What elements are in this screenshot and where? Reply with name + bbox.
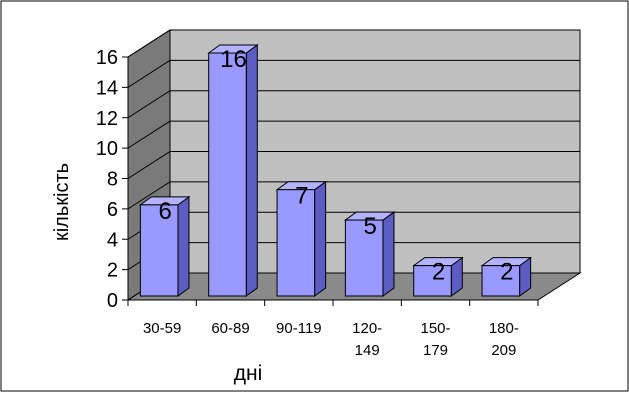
bar-side [382, 211, 395, 297]
gridline-6 [127, 90, 580, 119]
bar [343, 211, 396, 297]
bar-front [208, 52, 247, 297]
bar-front [481, 265, 521, 297]
bar [207, 44, 259, 297]
x-tick-label: 150-179 [420, 320, 450, 359]
data-label: 2 [432, 259, 445, 286]
y-tick-label: 14 [96, 77, 118, 99]
x-tick-label: 60-89 [211, 320, 249, 337]
data-labels: 6 16 7 5 2 2 [158, 46, 513, 286]
y-tick-label: 8 [107, 169, 118, 191]
bar-front [276, 189, 316, 297]
x-tick-label: 180-209 [489, 320, 519, 359]
x-tick-label: 90-119 [276, 320, 322, 337]
bar-side [177, 195, 190, 297]
x-tick-label: 120-149 [352, 320, 382, 359]
x-tick-label: 30-59 [143, 320, 181, 337]
y-tick-label: 12 [96, 108, 118, 130]
data-label: 6 [158, 198, 171, 225]
bar [412, 256, 464, 297]
bar-side [314, 180, 327, 297]
bar [275, 180, 328, 297]
y-tick-label: 0 [107, 290, 118, 312]
bar [480, 256, 533, 297]
y-tick-label: 6 [107, 199, 118, 221]
y-axis: 0 2 4 6 8 10 12 14 16 [96, 47, 129, 312]
gridline-8 [127, 29, 580, 58]
data-label: 7 [295, 183, 308, 210]
data-label: 2 [500, 259, 513, 286]
gridline-3 [127, 181, 580, 210]
bar-front [344, 219, 384, 297]
y-tick-label: 16 [96, 47, 118, 69]
bar-front [413, 265, 452, 297]
x-axis-label: дні [234, 362, 263, 385]
bar-front [139, 204, 179, 297]
gridline-7 [127, 59, 580, 88]
data-label: 16 [220, 46, 247, 73]
bars [138, 44, 533, 297]
y-tick-label: 4 [107, 229, 118, 251]
gridline-4 [127, 151, 580, 179]
data-label: 5 [363, 213, 376, 240]
y-tick-label: 2 [107, 260, 118, 282]
bar [138, 195, 191, 297]
gridline-5 [127, 120, 580, 149]
x-axis: 30-59 60-89 90-119 120-149 150-179 180-209 [127, 299, 539, 359]
y-tick-label: 10 [96, 138, 118, 160]
y-axis-label: кількість [51, 163, 73, 241]
bar-side [245, 44, 258, 297]
